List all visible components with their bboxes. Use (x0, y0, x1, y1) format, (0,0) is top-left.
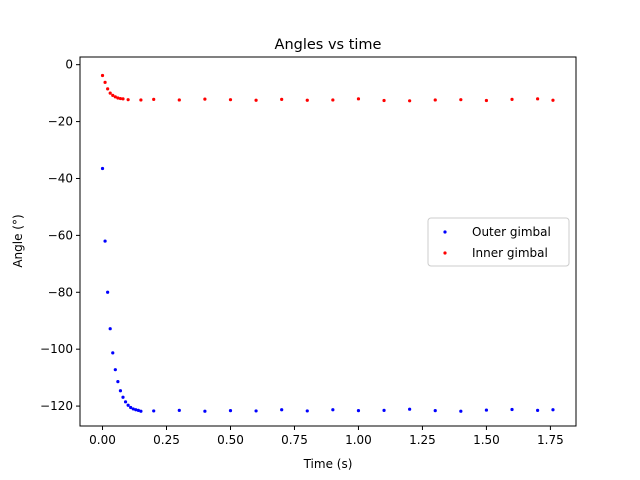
y-tick-label: −80 (48, 285, 73, 299)
data-point (116, 96, 120, 100)
data-point (305, 98, 309, 102)
data-point (331, 408, 335, 412)
y-tick-label: −60 (48, 228, 73, 242)
data-point (129, 405, 133, 410)
data-point (108, 327, 112, 331)
y-tick-label: 0 (65, 58, 73, 72)
data-point (254, 98, 258, 102)
x-tick-label: 0.75 (281, 433, 308, 447)
x-tick-label: 0.25 (153, 433, 180, 447)
data-point (177, 408, 181, 412)
data-point (121, 395, 125, 399)
data-point (331, 98, 335, 102)
x-axis-label: Time (s) (303, 457, 353, 471)
y-axis: 0 −20 −40 −60 −80 −100 −120 (40, 58, 80, 413)
data-point (111, 351, 115, 355)
data-point (228, 409, 233, 413)
x-tick-label: 1.50 (473, 433, 500, 447)
data-point (100, 166, 105, 171)
data-point (136, 408, 140, 412)
data-point (131, 407, 135, 411)
data-point (139, 409, 143, 413)
data-point (106, 290, 110, 294)
data-point (100, 73, 105, 78)
y-tick-label: −20 (48, 115, 73, 129)
data-point (134, 408, 138, 412)
data-point (106, 87, 110, 91)
data-point (126, 98, 130, 102)
data-point (408, 99, 412, 103)
legend-marker-inner-gimbal (443, 251, 447, 255)
data-point (484, 98, 489, 103)
x-tick-label: 0.00 (89, 433, 116, 447)
data-point (382, 98, 386, 103)
data-point (121, 97, 125, 101)
chart-title: Angles vs time (275, 37, 382, 53)
plot-frame (79, 56, 577, 427)
data-point (113, 368, 117, 372)
data-point (111, 93, 115, 98)
data-point (459, 98, 463, 102)
x-tick-label: 1.75 (537, 433, 564, 447)
data-point (113, 95, 117, 99)
data-point (126, 403, 130, 407)
x-tick-label: 1.00 (345, 433, 372, 447)
data-point (433, 409, 437, 413)
data-point (123, 400, 128, 404)
series-outer-gimbal (100, 166, 555, 413)
legend-marker-outer-gimbal (443, 230, 447, 234)
data-point (116, 380, 120, 384)
data-point (408, 407, 412, 411)
legend-label-outer-gimbal: Outer gimbal (472, 225, 551, 239)
data-point (108, 91, 112, 95)
data-point (118, 389, 123, 393)
data-point (118, 96, 123, 101)
data-point (305, 409, 309, 413)
data-point (510, 407, 514, 412)
data-point (280, 97, 284, 101)
legend-box (427, 217, 570, 267)
y-tick-label: −100 (40, 342, 73, 356)
data-point (356, 409, 361, 413)
y-tick-label: −40 (48, 171, 73, 185)
data-point (203, 97, 207, 101)
series-layer (100, 73, 555, 413)
data-point (103, 239, 107, 243)
data-point (254, 409, 258, 413)
data-point (382, 408, 386, 412)
data-point (139, 98, 143, 102)
data-point (510, 97, 514, 101)
data-point (177, 98, 181, 102)
y-tick-label: −120 (40, 399, 73, 413)
data-point (152, 97, 156, 101)
data-point (536, 408, 540, 412)
data-point (103, 80, 107, 84)
data-point (551, 408, 555, 412)
x-tick-label: 0.50 (217, 433, 244, 447)
x-axis: 0.00 0.25 0.50 0.75 1.00 1.25 1.50 1.75 (89, 426, 564, 447)
data-point (551, 98, 555, 102)
legend-label-inner-gimbal: Inner gimbal (472, 246, 548, 260)
data-point (459, 409, 463, 413)
series-inner-gimbal (100, 73, 555, 103)
data-point (228, 98, 233, 102)
legend: Outer gimbal Inner gimbal (427, 217, 570, 267)
y-axis-label: Angle (°) (11, 214, 25, 267)
data-point (536, 97, 540, 101)
data-point (203, 409, 207, 413)
data-point (152, 409, 156, 413)
x-tick-label: 1.25 (409, 433, 436, 447)
data-point (280, 408, 284, 412)
data-point (433, 98, 437, 102)
data-point (356, 97, 361, 101)
data-point (484, 408, 489, 412)
